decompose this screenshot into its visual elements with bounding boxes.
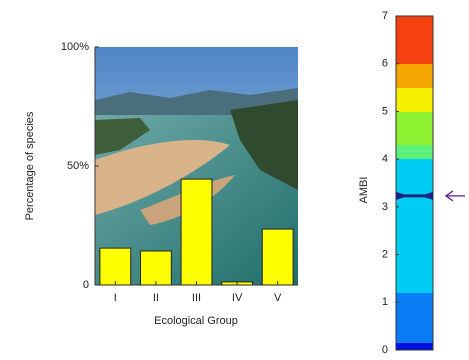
- y-tick-label: 4: [382, 153, 388, 165]
- y-tick-label: 0: [83, 279, 89, 291]
- bar: [140, 251, 171, 285]
- bar: [262, 229, 293, 285]
- y-axis-label: AMBI: [358, 177, 370, 204]
- y-tick-label: 0: [382, 344, 388, 356]
- figure: Percentage of species Ecological Group A…: [0, 0, 469, 360]
- x-axis-label: Ecological Group: [154, 315, 238, 327]
- ambi-color-scale: [396, 16, 433, 350]
- y-tick-label: 3: [382, 201, 388, 213]
- y-tick-label: 5: [382, 105, 388, 117]
- y-tick-label: 7: [382, 10, 388, 22]
- x-tick-label: I: [114, 292, 117, 304]
- y-axis-label: Percentage of species: [24, 111, 36, 220]
- y-tick-label: 100%: [61, 41, 89, 53]
- y-tick-label: 50%: [67, 160, 89, 172]
- x-tick-label: III: [192, 292, 201, 304]
- y-tick-label: 2: [382, 248, 388, 260]
- bar: [100, 248, 131, 285]
- y-tick-label: 6: [382, 58, 388, 70]
- x-tick-label: V: [274, 292, 282, 304]
- y-tick-label: 1: [382, 296, 388, 308]
- x-tick-label: II: [153, 292, 159, 304]
- bar: [181, 179, 212, 285]
- x-tick-label: IV: [232, 292, 243, 304]
